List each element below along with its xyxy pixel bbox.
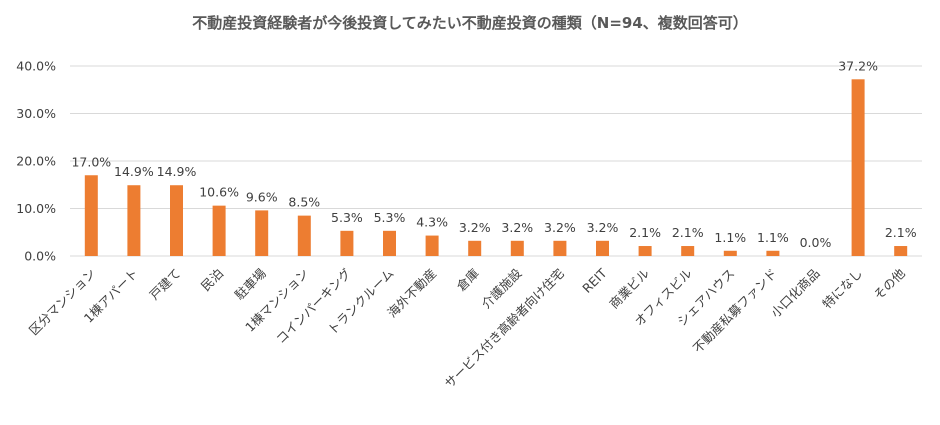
data-label: 37.2%	[838, 58, 878, 73]
data-label: 3.2%	[501, 220, 533, 235]
data-label: 8.5%	[288, 195, 320, 210]
y-tick-label: 20.0%	[16, 154, 56, 169]
category-label: 不動産私募ファンド	[690, 266, 780, 356]
data-label: 4.3%	[416, 215, 448, 230]
data-label: 0.0%	[800, 235, 832, 250]
data-label: 14.9%	[157, 164, 197, 179]
category-label: 区分マンション	[26, 266, 98, 338]
data-label: 5.3%	[374, 210, 406, 225]
category-label: コインパーキング	[273, 266, 354, 347]
category-label: 倉庫	[454, 266, 482, 294]
bar	[127, 185, 141, 256]
data-label: 14.9%	[114, 164, 154, 179]
data-label: 2.1%	[672, 225, 704, 240]
bar	[170, 185, 183, 256]
category-label: 特になし	[819, 266, 865, 312]
bar	[297, 215, 311, 256]
category-label: REIT	[579, 265, 610, 296]
data-label: 1.1%	[714, 230, 746, 245]
bar	[681, 246, 695, 256]
chart-title: 不動産投資経験者が今後投資してみたい不動産投資の種類（N=94、複数回答可）	[192, 14, 748, 32]
y-tick-label: 40.0%	[16, 59, 56, 74]
bar	[596, 240, 609, 256]
bar	[553, 240, 567, 256]
bar	[851, 79, 865, 256]
bar	[638, 246, 652, 256]
data-label: 3.2%	[544, 220, 576, 235]
bar	[510, 240, 524, 256]
category-label: その他	[871, 265, 908, 302]
bar	[723, 250, 737, 256]
data-label: 9.6%	[246, 189, 278, 204]
data-label: 10.6%	[199, 185, 239, 200]
data-label: 1.1%	[757, 230, 789, 245]
bar	[84, 175, 98, 256]
bar	[894, 246, 908, 256]
bar	[255, 210, 269, 256]
data-label: 3.2%	[459, 220, 491, 235]
y-tick-label: 0.0%	[24, 249, 56, 264]
data-label: 3.2%	[587, 220, 619, 235]
category-label: 民泊	[198, 266, 226, 294]
data-label: 2.1%	[885, 225, 917, 240]
bar	[383, 230, 396, 256]
data-label: 17.0%	[71, 154, 111, 169]
category-label: 駐車場	[232, 266, 269, 303]
bar	[340, 230, 354, 256]
data-label: 5.3%	[331, 210, 363, 225]
bar	[425, 235, 439, 256]
data-label: 2.1%	[629, 225, 661, 240]
y-tick-label: 10.0%	[16, 201, 56, 216]
bar	[468, 240, 482, 256]
bar	[212, 205, 226, 256]
category-label: 戸建て	[146, 266, 183, 303]
bar	[766, 250, 780, 256]
y-tick-label: 30.0%	[16, 106, 56, 121]
